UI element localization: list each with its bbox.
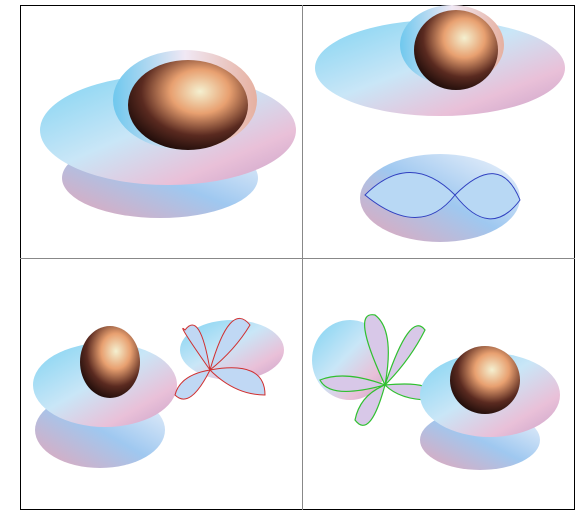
surface <box>33 318 284 468</box>
surface <box>312 314 560 470</box>
surface <box>315 5 565 242</box>
surface <box>40 50 296 218</box>
